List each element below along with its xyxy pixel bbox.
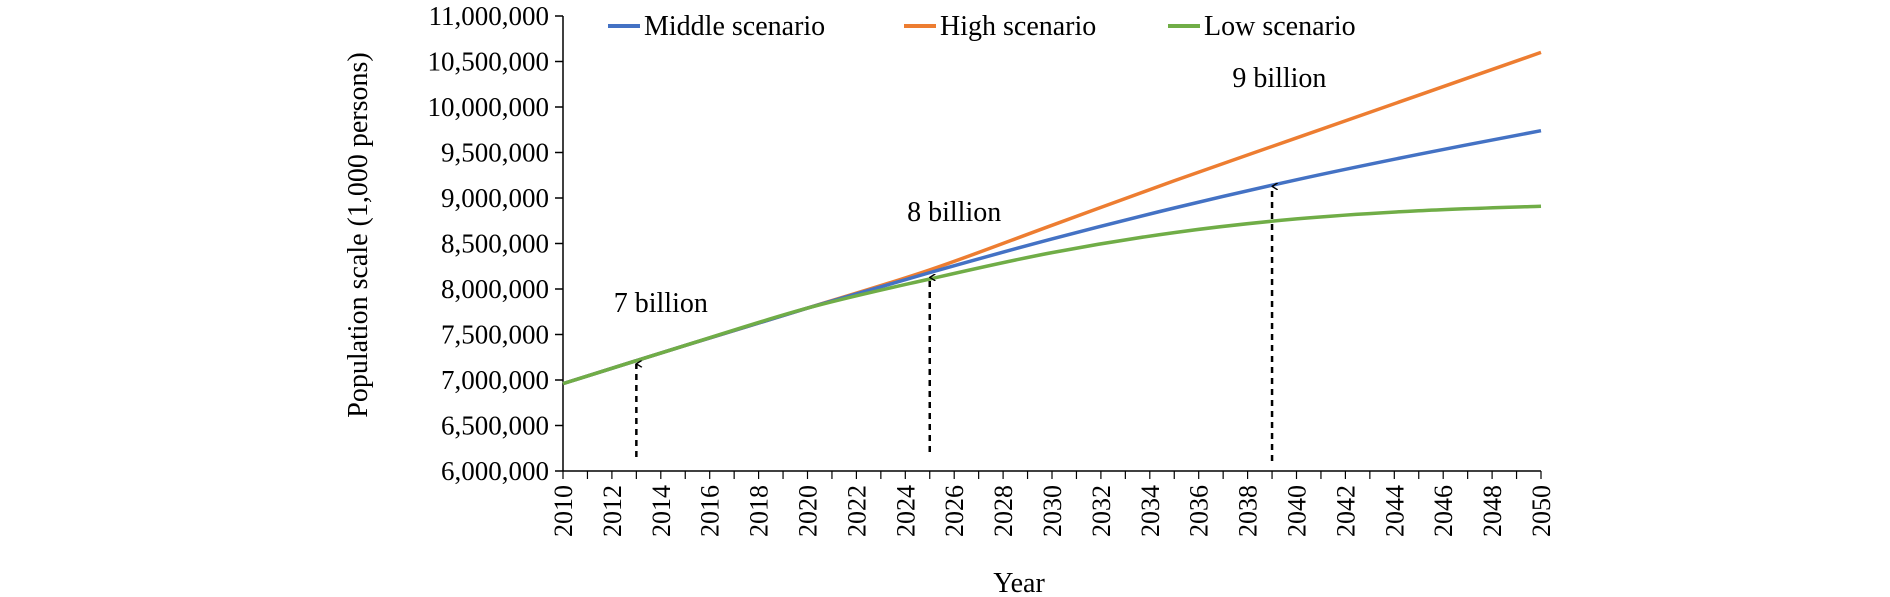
y-axis-title: Population scale (1,000 persons) <box>343 52 374 418</box>
x-tick-label: 2010 <box>549 485 578 537</box>
x-tick-label: 2030 <box>1038 485 1067 537</box>
x-axis: 2010 2012 2014 2016 2018 2020 2022 2024 2026 2028… <box>549 470 1556 537</box>
x-tick-label: 2020 <box>794 485 823 537</box>
x-tick-label: 2034 <box>1136 485 1165 537</box>
x-tick-label: 2012 <box>598 485 627 537</box>
x-tick-label: 2044 <box>1380 485 1409 537</box>
y-tick-label: 6,500,000 <box>441 411 549 441</box>
y-tick-label: 6,000,000 <box>441 456 549 486</box>
y-tick-label: 8,000,000 <box>441 274 549 304</box>
legend: Middle scenario High scenario Low scenario <box>608 11 1356 42</box>
x-tick-label: 2038 <box>1234 485 1263 537</box>
y-tick-label: 7,500,000 <box>441 320 549 350</box>
y-tick-label: 11,000,000 <box>429 1 550 31</box>
x-tick-label: 2016 <box>696 485 725 537</box>
legend-label-low-scenario: Low scenario <box>1204 11 1356 42</box>
series-layer <box>562 50 1542 386</box>
x-tick-label: 2042 <box>1331 485 1360 537</box>
y-axis: 6,000,000 6,500,000 7,000,000 7,500,000 8,00… <box>428 1 564 486</box>
y-tick-label: 10,500,000 <box>428 47 550 77</box>
annotation-label: 9 billion <box>1232 63 1326 94</box>
series-line-middle-scenario <box>562 128 1542 386</box>
y-tick-label: 9,000,000 <box>441 183 549 213</box>
x-tick-label: 2022 <box>842 485 871 537</box>
y-tick-label: 10,000,000 <box>428 92 550 122</box>
x-tick-label: 2040 <box>1283 485 1312 537</box>
legend-label-middle-scenario: Middle scenario <box>644 11 825 42</box>
annotation-label: 8 billion <box>907 197 1001 228</box>
x-tick-label: 2050 <box>1527 485 1556 537</box>
x-tick-label: 2048 <box>1478 485 1507 537</box>
x-tick-label: 2032 <box>1087 485 1116 537</box>
x-axis-title: Year <box>993 568 1045 597</box>
x-tick-label: 2026 <box>940 485 969 537</box>
series-line-low-scenario <box>562 204 1542 386</box>
y-tick-label: 8,500,000 <box>441 229 549 259</box>
x-tick-label: 2014 <box>647 485 676 537</box>
annotation-label: 7 billion <box>614 288 708 319</box>
y-tick-label: 9,500,000 <box>441 138 549 168</box>
series-line-high-scenario <box>562 50 1542 386</box>
x-tick-label: 2036 <box>1185 485 1214 537</box>
x-tick-label: 2024 <box>891 485 920 537</box>
x-tick-label: 2018 <box>745 485 774 537</box>
annotation-layer: 7 billion 8 billion 9 billion <box>614 63 1326 461</box>
x-tick-label: 2046 <box>1429 485 1458 537</box>
legend-label-high-scenario: High scenario <box>940 11 1096 42</box>
y-tick-label: 7,000,000 <box>441 365 549 395</box>
x-tick-label: 2028 <box>989 485 1018 537</box>
